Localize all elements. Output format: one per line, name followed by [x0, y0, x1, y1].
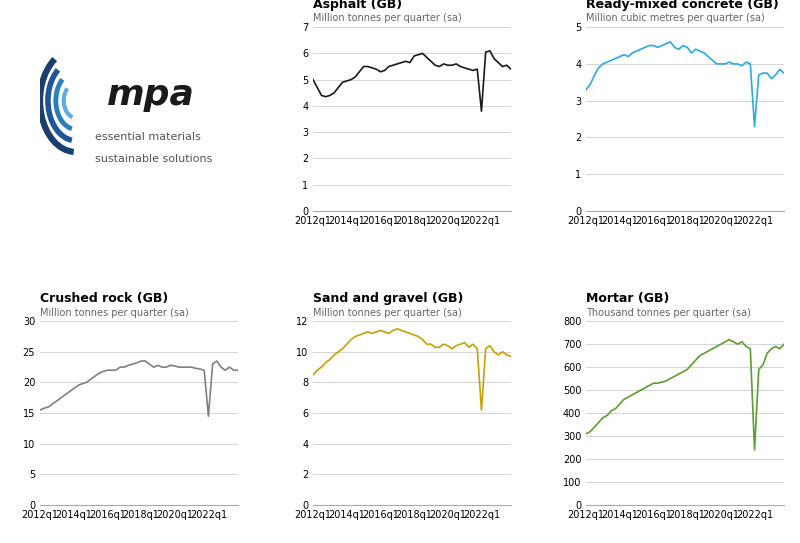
Text: Crushed rock (GB): Crushed rock (GB) [40, 292, 168, 305]
Text: Million tonnes per quarter (sa): Million tonnes per quarter (sa) [313, 307, 462, 318]
Text: sustainable solutions: sustainable solutions [95, 154, 213, 165]
Text: Ready-mixed concrete (GB): Ready-mixed concrete (GB) [586, 0, 779, 11]
Text: Million tonnes per quarter (sa): Million tonnes per quarter (sa) [40, 307, 189, 318]
Text: essential materials: essential materials [95, 132, 202, 142]
Text: Asphalt (GB): Asphalt (GB) [313, 0, 402, 11]
Text: Million tonnes per quarter (sa): Million tonnes per quarter (sa) [313, 14, 462, 23]
Text: Sand and gravel (GB): Sand and gravel (GB) [313, 292, 463, 305]
Text: Million cubic metres per quarter (sa): Million cubic metres per quarter (sa) [586, 14, 765, 23]
Text: Thousand tonnes per quarter (sa): Thousand tonnes per quarter (sa) [586, 307, 751, 318]
Text: Mortar (GB): Mortar (GB) [586, 292, 670, 305]
Text: mpa: mpa [107, 78, 195, 112]
